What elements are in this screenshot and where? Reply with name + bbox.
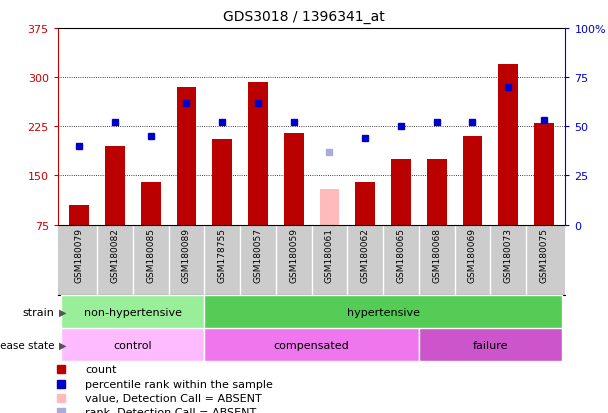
Bar	[427, 160, 446, 225]
Bar	[69, 205, 89, 225]
Text: failure: failure	[472, 340, 508, 350]
Text: ▶: ▶	[59, 307, 66, 317]
Text: GSM180075: GSM180075	[539, 227, 548, 282]
Bar	[61, 328, 204, 361]
Text: control: control	[114, 340, 152, 350]
Text: strain: strain	[23, 307, 55, 317]
Text: GSM180059: GSM180059	[289, 227, 298, 282]
Text: count: count	[85, 364, 117, 374]
Bar	[141, 183, 161, 225]
Bar	[391, 160, 411, 225]
Text: value, Detection Call = ABSENT: value, Detection Call = ABSENT	[85, 393, 262, 403]
Text: GSM180068: GSM180068	[432, 227, 441, 282]
Bar	[105, 147, 125, 225]
Text: GSM180069: GSM180069	[468, 227, 477, 282]
Text: hypertensive: hypertensive	[347, 307, 420, 317]
Text: GSM180079: GSM180079	[75, 227, 84, 282]
Bar	[284, 133, 303, 225]
Bar	[61, 295, 204, 328]
Bar	[204, 328, 419, 361]
Bar	[320, 189, 339, 225]
Text: percentile rank within the sample: percentile rank within the sample	[85, 379, 273, 389]
Text: rank, Detection Call = ABSENT: rank, Detection Call = ABSENT	[85, 408, 257, 413]
Bar	[248, 83, 268, 225]
Text: GSM180085: GSM180085	[146, 227, 155, 282]
Text: GSM180065: GSM180065	[396, 227, 406, 282]
Text: ▶: ▶	[59, 340, 66, 350]
Text: GSM180057: GSM180057	[254, 227, 263, 282]
Text: disease state: disease state	[0, 340, 55, 350]
Bar	[419, 328, 562, 361]
Text: GSM180082: GSM180082	[111, 227, 119, 282]
Bar	[534, 124, 554, 225]
Text: GDS3018 / 1396341_at: GDS3018 / 1396341_at	[223, 10, 385, 24]
Text: GSM180061: GSM180061	[325, 227, 334, 282]
Text: compensated: compensated	[274, 340, 350, 350]
Text: non-hypertensive: non-hypertensive	[84, 307, 182, 317]
Bar	[356, 183, 375, 225]
Text: GSM180073: GSM180073	[504, 227, 513, 282]
Bar	[177, 88, 196, 225]
Text: GSM178755: GSM178755	[218, 227, 227, 282]
Text: GSM180062: GSM180062	[361, 227, 370, 282]
Bar	[499, 65, 518, 225]
Bar	[463, 137, 482, 225]
Bar	[212, 140, 232, 225]
Bar	[204, 295, 562, 328]
Text: GSM180089: GSM180089	[182, 227, 191, 282]
